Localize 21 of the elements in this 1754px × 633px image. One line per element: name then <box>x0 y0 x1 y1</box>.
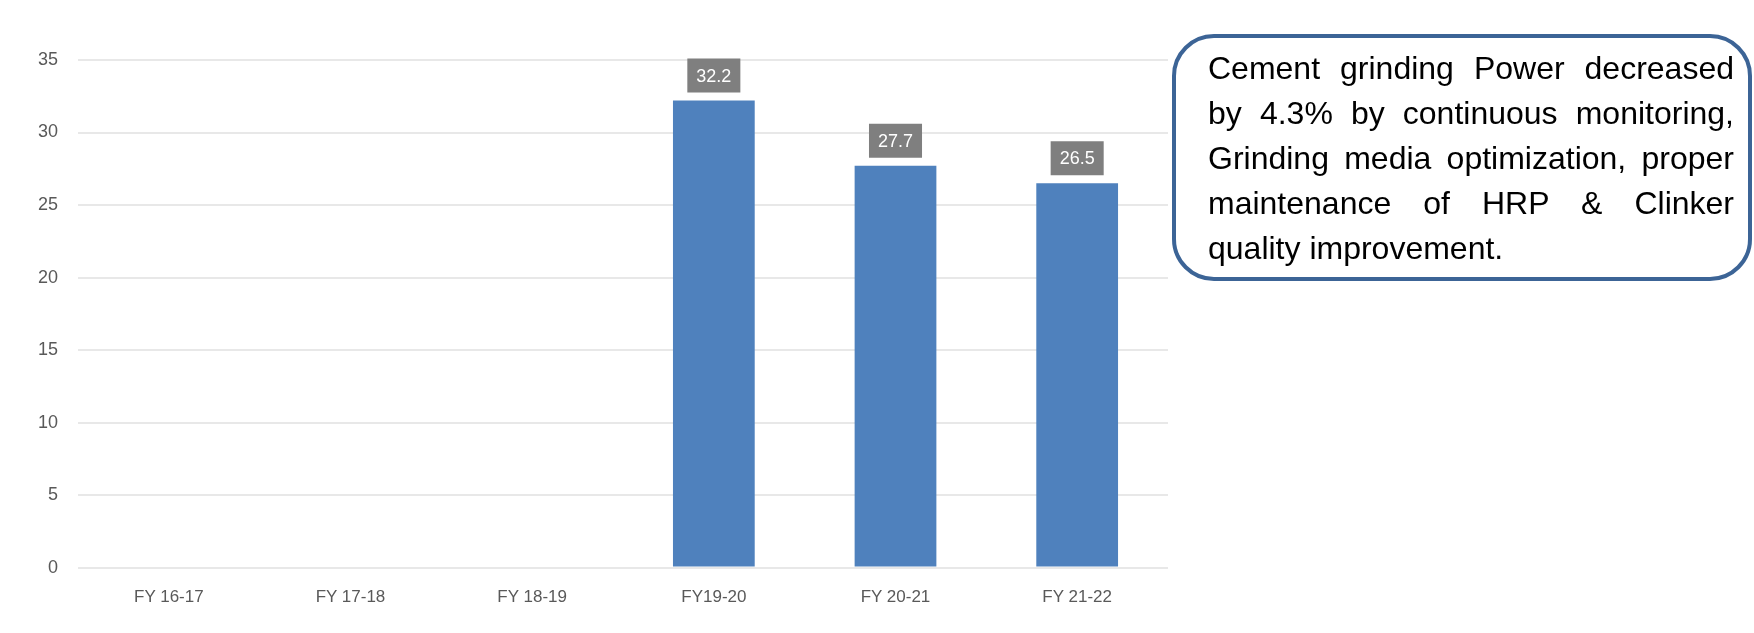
data-label: 26.5 <box>1059 148 1095 169</box>
y-tick-label: 0 <box>48 556 59 577</box>
bar <box>672 100 755 567</box>
x-tick-label: FY 17-18 <box>315 587 386 607</box>
bar <box>854 165 937 567</box>
bar <box>1036 183 1119 567</box>
y-tick-label: 30 <box>37 121 59 142</box>
x-tick-label: FY19-20 <box>681 587 747 607</box>
data-label: 32.2 <box>696 65 732 86</box>
y-tick-label: 20 <box>37 266 59 287</box>
x-tick-label: FY 21-22 <box>1042 587 1112 607</box>
y-tick-label: 35 <box>37 48 59 69</box>
y-tick-label: 15 <box>37 339 59 360</box>
y-tick-label: 5 <box>48 484 59 505</box>
data-label: 27.7 <box>877 130 914 151</box>
x-tick-label: FY 20-21 <box>860 587 931 607</box>
text: Cement grinding Power decreased by 4.3% by continuous monitoring, Grinding media optimization, proper maintenance of HRP & Clinker quality improvement. <box>1172 34 1752 281</box>
x-tick-label: FY 16-17 <box>134 587 204 607</box>
y-tick-label: 25 <box>37 194 59 214</box>
x-tick-label: FY 18-19 <box>497 587 567 607</box>
y-tick-label: 10 <box>37 411 59 432</box>
